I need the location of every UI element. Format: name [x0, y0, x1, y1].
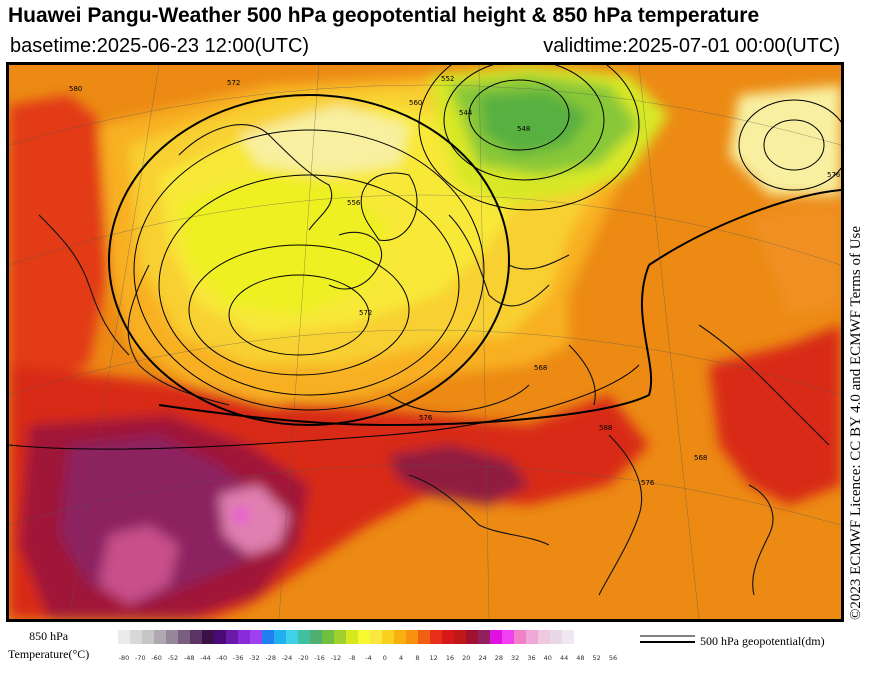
colorbar-tick-label: -24	[281, 654, 293, 662]
map-canvas: 548 544 552 560 572 576 568 572 576 588 …	[9, 65, 841, 619]
contour-label: 580	[69, 85, 82, 93]
colorbar-tick-label: 40	[543, 654, 552, 662]
colorbar-swatch	[310, 630, 322, 644]
colorbar-swatch	[274, 630, 286, 644]
colorbar-swatch	[154, 630, 166, 644]
colorbar-swatch	[502, 630, 514, 644]
colorbar-swatch	[238, 630, 250, 644]
contour-label: 572	[359, 309, 372, 317]
contour-label: 556	[347, 199, 361, 207]
colorbar-swatch	[214, 630, 226, 644]
contour-label: 576	[827, 171, 841, 179]
colorbar-swatch	[526, 630, 538, 644]
colorbar-swatch	[466, 630, 478, 644]
colorbar-tick-label: -16	[314, 654, 325, 662]
colorbar-tick-label: 16	[445, 654, 455, 662]
colorbar-swatch	[286, 630, 298, 644]
contour-label: 552	[441, 75, 454, 83]
colorbar-swatch	[142, 630, 154, 644]
colorbar-swatch	[358, 630, 370, 644]
colorbar-swatch	[394, 630, 406, 644]
colorbar-swatch	[190, 630, 202, 644]
colorbar-tick-label: -40	[216, 654, 228, 662]
colorbar-tick-label: 36	[527, 654, 536, 662]
temperature-colorbar	[118, 630, 574, 644]
colorbar-swatch	[562, 630, 574, 644]
colorbar-swatch	[346, 630, 358, 644]
contour-label: 548	[517, 125, 530, 133]
contour-label: 568	[534, 364, 547, 372]
contour-label: 572	[227, 79, 240, 87]
colorbar-swatch	[250, 630, 262, 644]
colorbar-tick-label: -8	[348, 654, 356, 662]
legend-title-line1: 850 hPa	[29, 629, 69, 643]
colorbar-swatch	[370, 630, 382, 644]
weather-map[interactable]: 548 544 552 560 572 576 568 572 576 588 …	[6, 62, 844, 622]
colorbar-tick-label: -28	[265, 654, 276, 662]
colorbar-tick-label: 52	[592, 654, 601, 662]
colorbar-tick-label: 44	[559, 654, 569, 662]
colorbar-tick-label: 32	[511, 654, 520, 662]
colorbar-tick-label: 56	[608, 654, 618, 662]
contour-label: 560	[409, 99, 422, 107]
validtime-label: validtime:2025-07-01 00:00(UTC)	[543, 35, 840, 57]
colorbar-tick-label: -12	[330, 654, 342, 662]
basetime-label: basetime:2025-06-23 12:00(UTC)	[10, 35, 310, 57]
contour-label: 568	[694, 454, 707, 462]
colorbar-swatch	[166, 630, 178, 644]
colorbar-swatch	[454, 630, 466, 644]
colorbar-tick-label: 0	[382, 654, 387, 662]
colorbar-swatch	[298, 630, 310, 644]
contour-label: 576	[419, 414, 433, 422]
license-text: ©2023 ECMWF Licence: CC BY 4.0 and ECMWF…	[848, 225, 864, 620]
colorbar-swatch	[202, 630, 214, 644]
colorbar-swatch	[118, 630, 130, 644]
colorbar-tick-label: -52	[167, 654, 179, 662]
colorbar-tick-label: 24	[478, 654, 487, 662]
contour-label: 588	[599, 424, 612, 432]
temperature-legend-title: 850 hPa Temperature(°C)	[8, 627, 89, 663]
colorbar-swatch	[226, 630, 238, 644]
colorbar-swatch	[406, 630, 418, 644]
colorbar-tick-label: -44	[200, 654, 211, 662]
colorbar-tick-label: -60	[151, 654, 162, 662]
colorbar-swatch	[490, 630, 502, 644]
colorbar-tick-label: 20	[462, 654, 471, 662]
colorbar-tick-label: 12	[429, 654, 438, 662]
colorbar-swatch	[538, 630, 550, 644]
colorbar-tick-label: -48	[183, 654, 195, 662]
colorbar-tick-label: -32	[249, 654, 260, 662]
colorbar-swatch	[130, 630, 142, 644]
colorbar-tick-label: 4	[399, 654, 404, 662]
colorbar-swatch	[418, 630, 430, 644]
colorbar-swatch	[178, 630, 190, 644]
colorbar-swatch	[322, 630, 334, 644]
colorbar-tick-label: 48	[576, 654, 585, 662]
colorbar-tick-label: -70	[134, 654, 146, 662]
colorbar-tick-label: 28	[494, 654, 504, 662]
colorbar-swatch	[478, 630, 490, 644]
colorbar-tick-label: 8	[415, 654, 420, 662]
map-title: Huawei Pangu-Weather 500 hPa geopotentia…	[8, 4, 760, 27]
contour-label: 576	[641, 479, 655, 487]
colorbar-swatch	[514, 630, 526, 644]
colorbar-tick-label: -36	[232, 654, 244, 662]
colorbar-swatch	[382, 630, 394, 644]
contour-legend-icon	[640, 635, 695, 643]
colorbar-swatch	[334, 630, 346, 644]
contour-legend-label: 500 hPa geopotential(dm)	[700, 634, 825, 648]
colorbar-swatch	[262, 630, 274, 644]
colorbar-tick-label: -4	[365, 654, 372, 662]
colorbar-tick-label: -80	[118, 654, 130, 662]
colorbar-swatch	[430, 630, 442, 644]
legend-title-line2: Temperature(°C)	[8, 647, 90, 661]
colorbar-swatch	[442, 630, 454, 644]
colorbar-swatch	[550, 630, 562, 644]
contour-label: 544	[459, 109, 473, 117]
colorbar-tick-label: -20	[297, 654, 309, 662]
